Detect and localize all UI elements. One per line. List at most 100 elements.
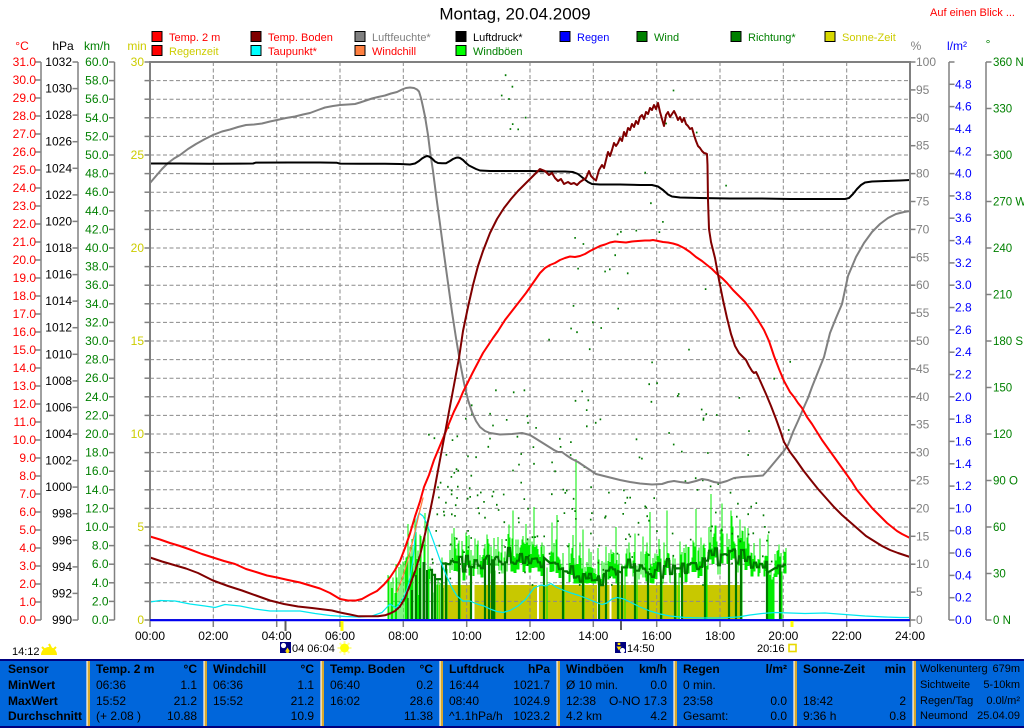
svg-text:3.2: 3.2: [955, 256, 972, 270]
svg-text:02:00: 02:00: [198, 629, 228, 643]
svg-text:1012: 1012: [45, 321, 72, 335]
svg-text:24:00: 24:00: [895, 629, 925, 643]
svg-text:20: 20: [131, 241, 145, 255]
svg-text:17.0: 17.0: [13, 307, 37, 321]
svg-text:1028: 1028: [45, 108, 72, 122]
svg-text:5: 5: [137, 520, 144, 534]
svg-text:20.0: 20.0: [85, 427, 109, 441]
svg-text:1018: 1018: [45, 241, 72, 255]
svg-text:996: 996: [52, 533, 72, 547]
svg-text:12.0: 12.0: [85, 501, 109, 515]
svg-text:20: 20: [916, 501, 930, 515]
svg-text:0.0: 0.0: [92, 613, 109, 627]
svg-text:km/h: km/h: [84, 39, 110, 53]
svg-text:50: 50: [916, 334, 930, 348]
svg-text:1016: 1016: [45, 268, 72, 282]
svg-text:20:16: 20:16: [757, 643, 785, 655]
svg-text:22:00: 22:00: [832, 629, 862, 643]
svg-text:10: 10: [131, 427, 145, 441]
svg-text:16:00: 16:00: [642, 629, 672, 643]
svg-text:1032: 1032: [45, 55, 72, 69]
svg-text:26.0: 26.0: [85, 371, 109, 385]
svg-text:300: 300: [993, 150, 1012, 162]
svg-text:15.0: 15.0: [13, 343, 37, 357]
svg-text:0.8: 0.8: [955, 524, 972, 538]
svg-text:16.0: 16.0: [13, 325, 37, 339]
svg-text:3.0: 3.0: [19, 559, 36, 573]
svg-text:3.4: 3.4: [955, 234, 972, 248]
svg-text:46.0: 46.0: [85, 185, 109, 199]
svg-text:1026: 1026: [45, 135, 72, 149]
svg-text:25: 25: [131, 148, 145, 162]
svg-text:14:00: 14:00: [578, 629, 608, 643]
svg-text:1010: 1010: [45, 347, 72, 361]
svg-text:60.0: 60.0: [85, 55, 109, 69]
svg-text:2.0: 2.0: [19, 577, 36, 591]
svg-text:210: 210: [993, 290, 1012, 302]
svg-text:48.0: 48.0: [85, 167, 109, 181]
svg-text:3.8: 3.8: [955, 189, 972, 203]
svg-text:°C: °C: [15, 39, 29, 53]
svg-text:10.0: 10.0: [85, 520, 109, 534]
svg-text:23.0: 23.0: [13, 199, 37, 213]
svg-text:30.0: 30.0: [85, 334, 109, 348]
svg-text:Luftfeuchte*: Luftfeuchte*: [372, 32, 431, 44]
svg-text:06:00: 06:00: [325, 629, 355, 643]
svg-text:0.6: 0.6: [955, 546, 972, 560]
svg-text:56.0: 56.0: [85, 92, 109, 106]
svg-text:18.0: 18.0: [85, 446, 109, 460]
svg-text:30: 30: [916, 446, 930, 460]
svg-text:1008: 1008: [45, 374, 72, 388]
svg-text:8.0: 8.0: [92, 539, 109, 553]
svg-text:21.0: 21.0: [13, 235, 37, 249]
svg-text:50.0: 50.0: [85, 148, 109, 162]
svg-text:00:00: 00:00: [135, 629, 165, 643]
svg-text:100: 100: [916, 55, 936, 69]
svg-text:994: 994: [52, 560, 72, 574]
svg-text:0.4: 0.4: [955, 568, 972, 582]
svg-text:Auf einen Blick ...: Auf einen Blick ...: [930, 7, 1015, 19]
svg-text:1022: 1022: [45, 188, 72, 202]
svg-text:Taupunkt*: Taupunkt*: [268, 46, 318, 58]
svg-text:30.0: 30.0: [13, 73, 37, 87]
svg-text:10.0: 10.0: [13, 433, 37, 447]
svg-text:4.2: 4.2: [955, 144, 972, 158]
svg-text:Wind: Wind: [654, 32, 679, 44]
svg-text:2.2: 2.2: [955, 368, 972, 382]
svg-text:75: 75: [916, 195, 930, 209]
svg-text:0 N: 0 N: [993, 615, 1011, 627]
svg-text:36.0: 36.0: [85, 278, 109, 292]
svg-text:1002: 1002: [45, 454, 72, 468]
svg-text:40: 40: [916, 390, 930, 404]
svg-text:14:50: 14:50: [627, 643, 655, 655]
svg-text:4.6: 4.6: [955, 100, 972, 114]
svg-text:95: 95: [916, 83, 930, 97]
svg-text:15: 15: [916, 529, 930, 543]
svg-text:80: 80: [916, 167, 930, 181]
svg-text:1030: 1030: [45, 82, 72, 96]
svg-text:1.6: 1.6: [955, 434, 972, 448]
svg-text:Temp. Boden: Temp. Boden: [268, 32, 333, 44]
svg-text:1014: 1014: [45, 294, 72, 308]
svg-text:45: 45: [916, 362, 930, 376]
svg-text:18.0: 18.0: [13, 289, 37, 303]
svg-text:5.0: 5.0: [19, 523, 36, 537]
svg-text:08:00: 08:00: [388, 629, 418, 643]
svg-text:25.0: 25.0: [13, 163, 37, 177]
svg-text:90 O: 90 O: [993, 476, 1018, 488]
svg-text:19.0: 19.0: [13, 271, 37, 285]
svg-text:0.0: 0.0: [19, 613, 36, 627]
svg-text:29.0: 29.0: [13, 91, 37, 105]
svg-text:4.4: 4.4: [955, 122, 972, 136]
svg-text:27.0: 27.0: [13, 127, 37, 141]
svg-text:1.2: 1.2: [955, 479, 972, 493]
svg-text:Windchill: Windchill: [372, 46, 416, 58]
svg-text:14:12: 14:12: [12, 646, 40, 658]
svg-text:1006: 1006: [45, 400, 72, 414]
svg-text:28.0: 28.0: [13, 109, 37, 123]
svg-text:0: 0: [137, 613, 144, 627]
svg-text:0: 0: [916, 613, 923, 627]
svg-text:min: min: [127, 39, 146, 53]
svg-text:7.0: 7.0: [19, 487, 36, 501]
svg-text:26.0: 26.0: [13, 145, 37, 159]
